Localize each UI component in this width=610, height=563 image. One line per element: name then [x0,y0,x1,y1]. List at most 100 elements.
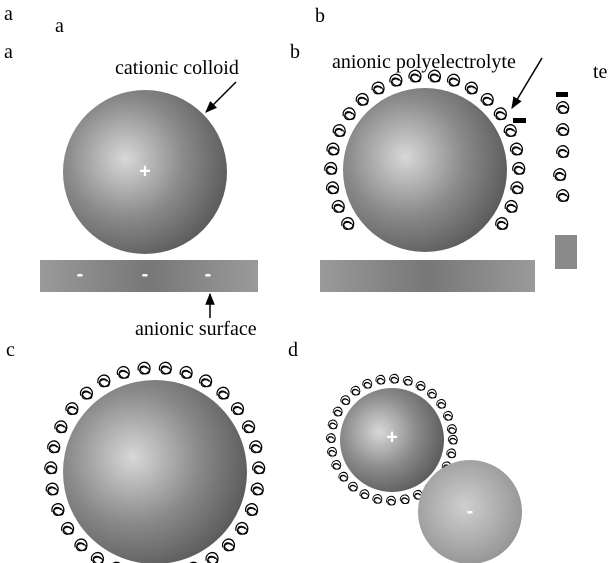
coated-colloid [343,88,507,252]
polymer-coil [327,143,340,156]
polymer-coil [55,421,68,434]
polymer-coil [557,190,570,203]
polymer-coil [52,504,65,517]
polymer-coil [246,504,259,517]
coated-colloid [63,380,247,563]
polymer-coil [437,399,447,409]
figure: a a b a b c d + - - - cationic colloid a… [0,0,610,563]
polymer-coil [448,435,458,445]
polymer-coil [200,375,213,388]
polymer-coil [342,218,355,231]
arrow [512,58,542,108]
polymer-coil [554,169,567,182]
polymer-coil [403,376,413,386]
polymer-coil [328,447,338,457]
anionic-surface [320,260,535,292]
polymer-coil [332,201,345,214]
polymer-coil [206,552,219,563]
polymer-coil [447,425,457,435]
polymer-coil [232,403,245,416]
polymer-coil [351,386,361,396]
polymer-coil [332,460,342,470]
polymer-coil [348,482,358,492]
colloid-label: cationic colloid [115,57,239,79]
plus-sign: + [139,160,151,182]
minus-sign: - [467,500,474,522]
panel-label: c [6,339,15,361]
anionic-surface [40,260,258,292]
polymer-coil [159,362,172,375]
polymer-coil [513,162,526,175]
polymer-coil [390,374,400,384]
polymer-coil [333,125,346,138]
polymer-coil [217,387,230,400]
polymer-coil [557,146,570,159]
panel-label: d [288,339,298,361]
polymer-coil [341,396,351,406]
polymer-coil [222,539,235,552]
polymer-coil [253,462,266,475]
plus-sign: + [386,426,398,448]
arrow [206,82,236,112]
panel-label: a [55,15,64,37]
minus-sign: - [142,263,149,285]
cut-surface [555,235,577,269]
polymer-coil [363,379,373,389]
polymer-coil [45,462,58,475]
polymer-coil [80,387,93,400]
minus-dash [513,118,526,123]
polymer-coil [339,472,349,482]
polymer-coil [372,82,385,95]
polymer-coil [48,441,61,454]
polymer-coil [326,434,336,444]
minus-sign: - [77,263,84,285]
polymer-coil [333,407,343,417]
polymer-coil [511,182,524,195]
polymer-coil [75,539,88,552]
surface-label: anionic surface [135,318,257,340]
polymer-coil [360,490,370,500]
polymer-coil [117,367,130,380]
polymer-coil [505,201,518,214]
polymer-coil [325,162,338,175]
polymer-coil [557,102,570,115]
polymer-coil [400,495,410,505]
polymer-coil [416,381,426,391]
polymer-coil [180,367,193,380]
polymer-coil [373,495,383,505]
polymer-coil [387,496,397,506]
polymer-coil [481,93,494,106]
polymer-coil [448,74,461,87]
polymer-coil [447,449,457,459]
polymer-coil [465,82,478,95]
polymer-coil [390,74,403,87]
polymer-coil [46,483,59,496]
cut-label: te [593,61,608,83]
polymer-coil [243,421,256,434]
polymer-coil [504,125,517,138]
polymer-coil [328,420,338,430]
polymer-coil [236,522,249,535]
polymer-coil [327,182,340,195]
panel-label: b [315,5,325,27]
polymer-coil [496,218,509,231]
polyelectrolyte-label: anionic polyelectrolyte [332,51,516,73]
minus-dash [556,92,568,97]
polymer-coil [494,108,507,121]
panel-label: a [4,3,13,25]
panel-label: b [290,41,300,63]
polymer-coil [66,403,79,416]
polymer-coil [98,375,111,388]
panel-label: a [4,41,13,63]
polymer-coil [62,522,75,535]
polymer-coil [251,483,264,496]
polymer-coil [138,362,151,375]
polymer-coil [343,108,356,121]
polymer-coil [376,375,386,385]
polymer-coil [356,93,369,106]
polymer-coil [557,124,570,137]
polymer-coil [443,411,453,421]
minus-sign: - [205,263,212,285]
polymer-coil [510,143,523,156]
polymer-coil [91,552,104,563]
